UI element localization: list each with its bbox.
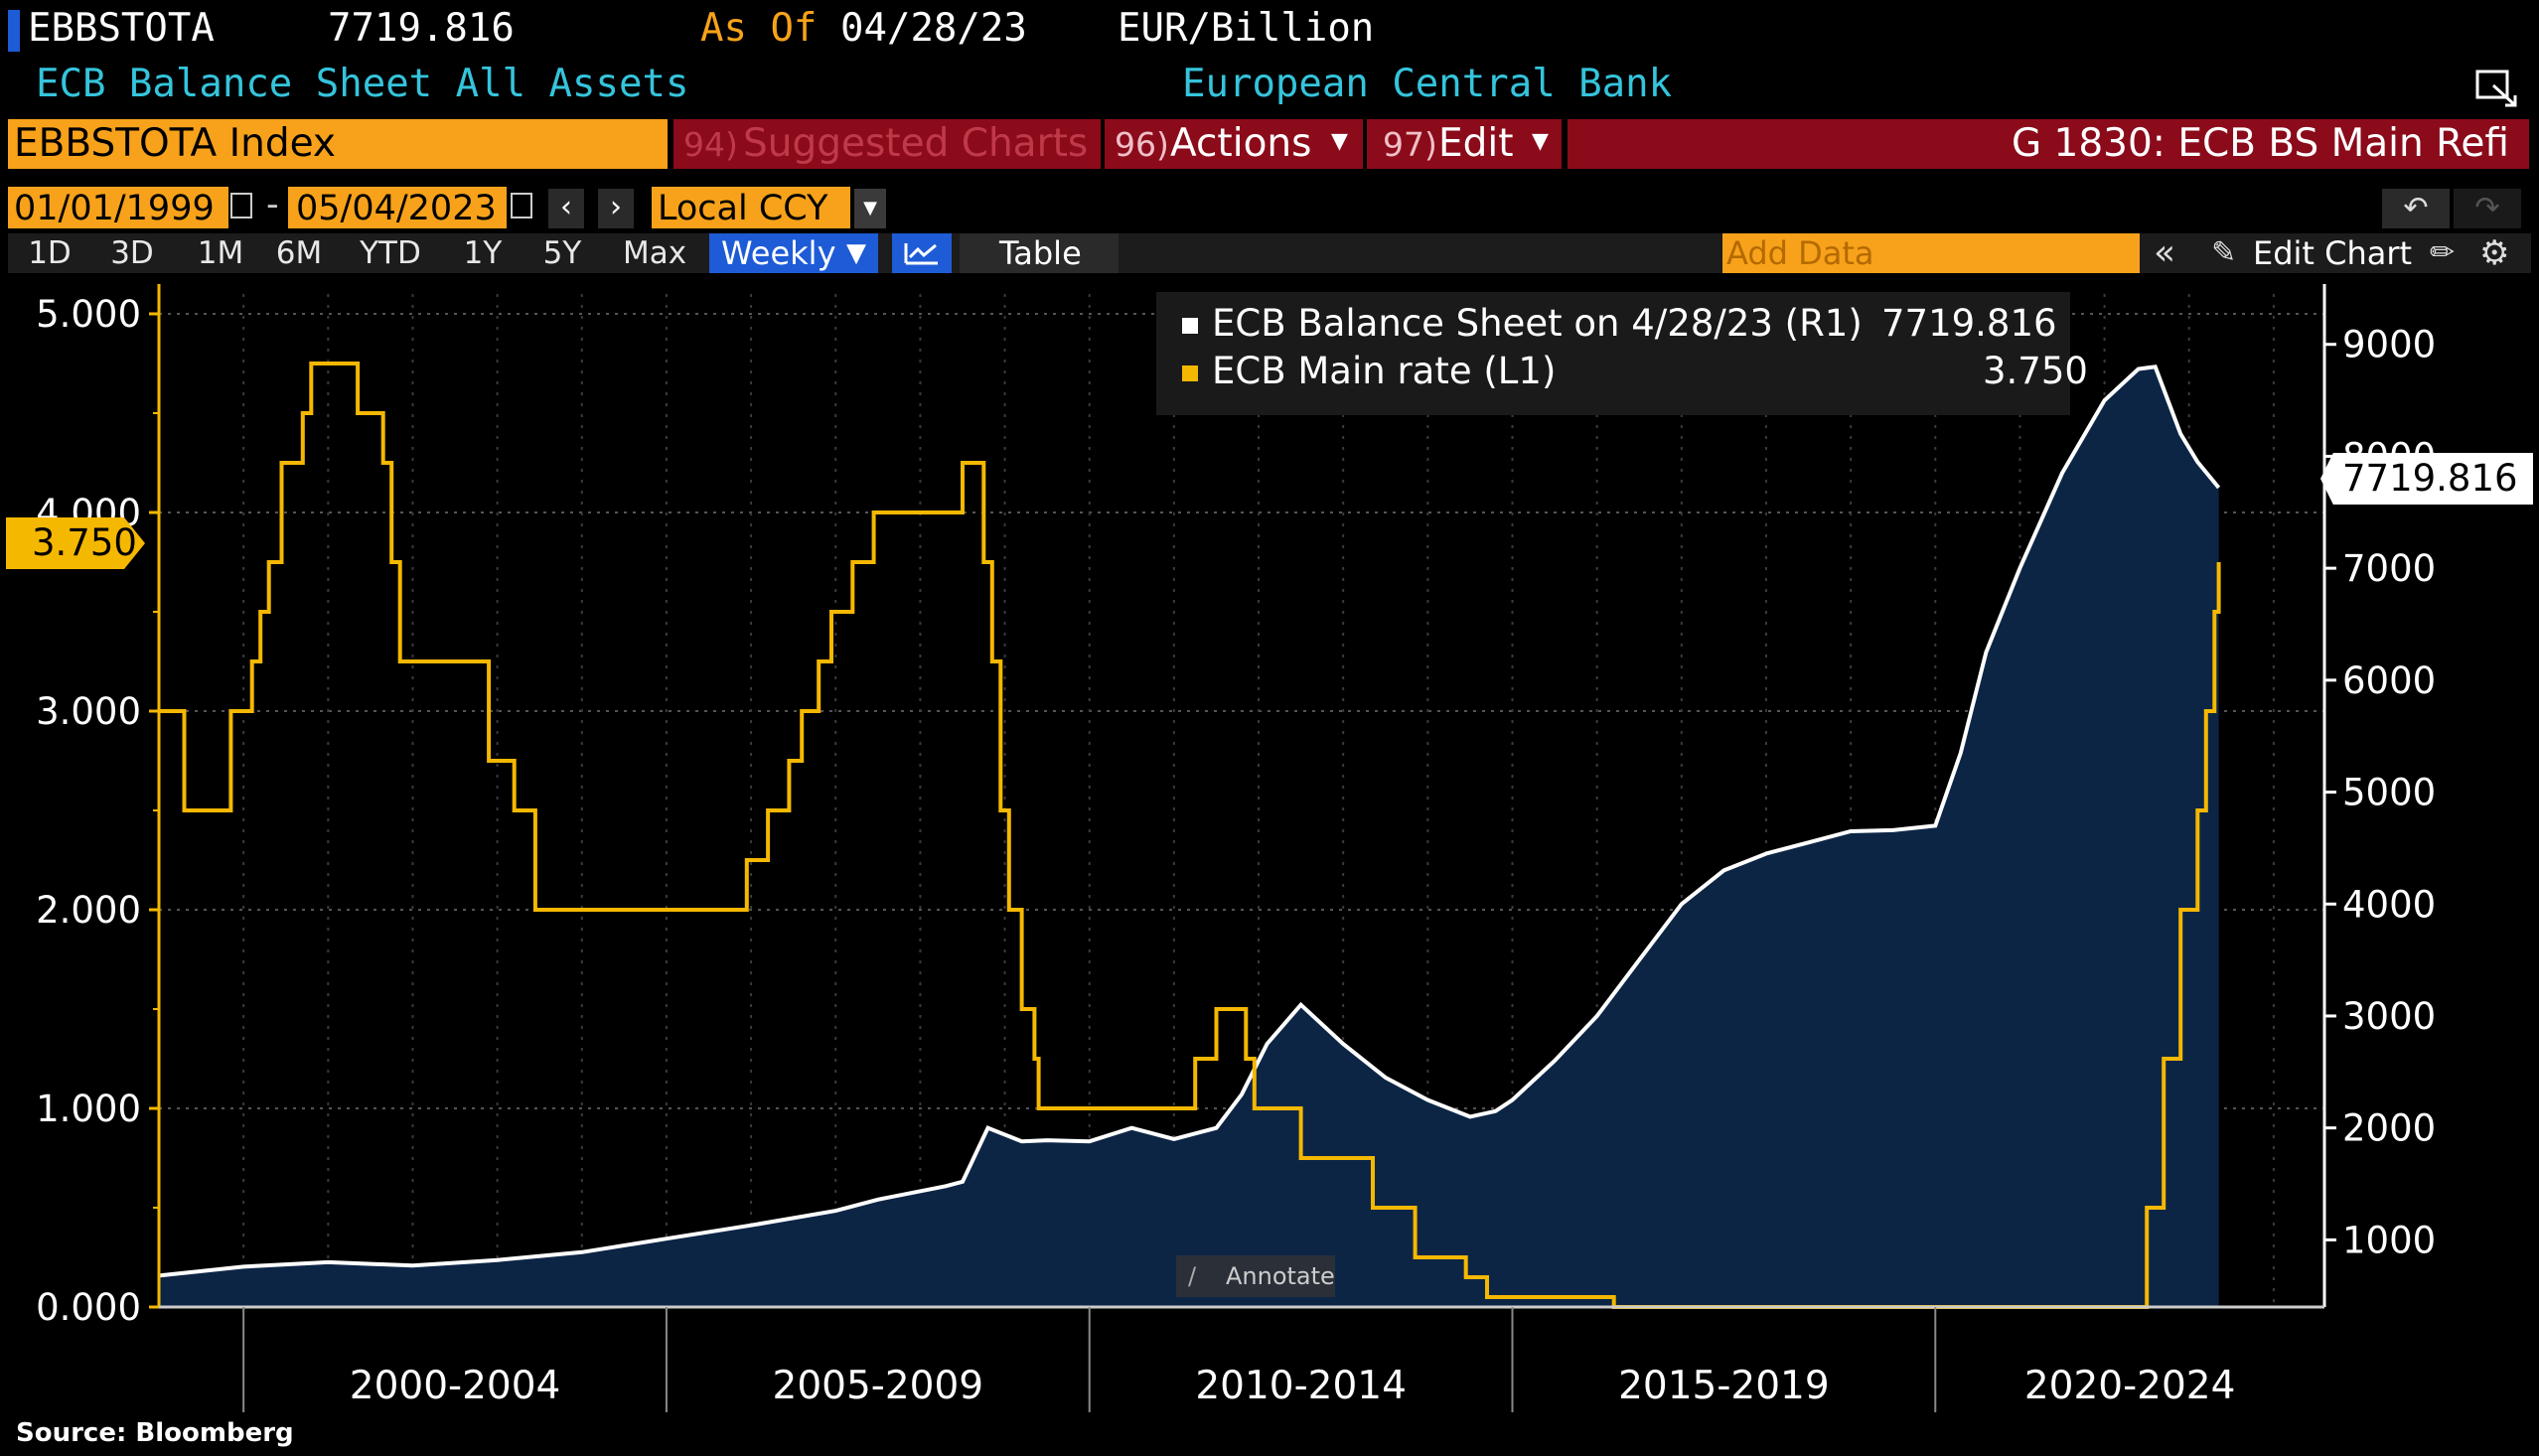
table-label: Table: [999, 234, 1082, 272]
source-note: Source: Bloomberg: [16, 1418, 294, 1448]
right-axis-tick-label: 4000: [2342, 883, 2436, 926]
left-axis-tick-label: 5.000: [36, 293, 141, 336]
settings-gear-icon[interactable]: ⚙: [2479, 233, 2510, 273]
right-axis-tick-label: 3000: [2342, 995, 2436, 1038]
x-period-label: 2005-2009: [773, 1364, 984, 1408]
annotate-label: Annotate: [1226, 1262, 1335, 1290]
as-of-label: As Of: [700, 6, 818, 51]
annotate-tool-icon[interactable]: ✏: [2430, 235, 2456, 270]
suggested-charts-num: 94): [683, 125, 738, 164]
prev-range-button[interactable]: ‹: [548, 189, 584, 228]
right-axis-tick-label: 6000: [2342, 659, 2436, 702]
add-data-input[interactable]: Add Data: [1722, 233, 2140, 273]
ticker-marker: [8, 10, 20, 52]
right-axis-tick-label: 7000: [2342, 547, 2436, 590]
popout-icon[interactable]: [2473, 66, 2521, 109]
right-axis-tick-label: 5000: [2342, 772, 2436, 814]
period-button-5y[interactable]: 5Y: [542, 235, 582, 271]
main-rate-line: [159, 362, 2221, 1309]
period-button-1m[interactable]: 1M: [197, 235, 244, 271]
balance-last-value-tag: 7719.816: [2320, 453, 2533, 505]
currency-select[interactable]: Local CCY: [652, 187, 850, 228]
actions-label: Actions: [1170, 121, 1312, 166]
x-period-label: 2000-2004: [350, 1364, 561, 1408]
start-calendar-icon[interactable]: [230, 193, 252, 218]
chart-title: G 1830: ECB BS Main Refi: [2011, 121, 2509, 166]
start-date-text: 01/01/1999: [14, 189, 215, 228]
x-period-label: 2020-2024: [2024, 1364, 2236, 1408]
balance-last-value-text: 7719.816: [2342, 457, 2518, 500]
rate-last-value-tag: 3.750: [6, 517, 145, 569]
actions-num: 96): [1115, 125, 1169, 164]
legend: ECB Balance Sheet on 4/28/23 (R1) 7719.8…: [1156, 292, 2088, 415]
rate-last-value-text: 3.750: [32, 521, 137, 564]
period-button-1d[interactable]: 1D: [28, 235, 72, 271]
security-field-text: EBBSTOTA Index: [14, 121, 336, 166]
table-button[interactable]: Table: [960, 233, 1119, 273]
edit-button[interactable]: 97) Edit ▼: [1367, 119, 1562, 169]
suggested-charts-label: Suggested Charts: [743, 121, 1089, 166]
legend-balance-label: ECB Balance Sheet on 4/28/23 (R1): [1212, 302, 1863, 345]
next-range-button[interactable]: ›: [598, 189, 634, 228]
source-name: European Central Bank: [1182, 62, 1673, 106]
legend-balance-value: 7719.816: [1881, 302, 2057, 345]
edit-caret-icon: ▼: [1532, 129, 1549, 154]
left-axis-tick-label: 0.000: [36, 1286, 141, 1329]
pencil-icon: ✎: [2211, 235, 2237, 270]
actions-button[interactable]: 96) Actions ▼: [1105, 119, 1363, 169]
balance-sheet-area: [159, 366, 2219, 1307]
add-data-placeholder: Add Data: [1726, 234, 1874, 272]
frequency-select[interactable]: Weekly ▼: [709, 233, 878, 273]
ticker-symbol: EBBSTOTA: [28, 6, 215, 51]
date-separator: -: [266, 185, 279, 224]
line-chart-toggle[interactable]: [892, 233, 952, 273]
legend-rate-value: 3.750: [1983, 350, 2088, 392]
period-button-6m[interactable]: 6M: [275, 235, 323, 271]
frequency-label: Weekly: [721, 234, 836, 272]
left-axis-tick-label: 3.000: [36, 690, 141, 733]
edit-label: Edit: [1438, 121, 1514, 166]
annotate-button[interactable]: ∕ Annotate: [1176, 1255, 1335, 1297]
suggested-charts-button[interactable]: 94) Suggested Charts: [673, 119, 1101, 169]
edit-chart-button[interactable]: Edit Chart: [2253, 234, 2413, 272]
right-axis-tick-label: 1000: [2342, 1219, 2436, 1261]
currency-dropdown-icon[interactable]: ▼: [854, 189, 886, 228]
last-value: 7719.816: [328, 6, 515, 51]
units-label: EUR/Billion: [1118, 6, 1375, 51]
period-button-3d[interactable]: 3D: [110, 235, 154, 271]
legend-rate-label: ECB Main rate (L1): [1212, 350, 1557, 392]
legend-balance-swatch: [1182, 318, 1198, 334]
end-date-input[interactable]: 05/04/2023: [288, 187, 507, 228]
annotate-pencil-icon: ∕: [1188, 1262, 1197, 1290]
as-of-date: 04/28/23: [840, 6, 1027, 51]
x-period-label: 2010-2014: [1195, 1364, 1407, 1408]
collapse-icon[interactable]: «: [2154, 232, 2176, 273]
left-axis-tick-label: 2.000: [36, 889, 141, 932]
legend-rate-swatch: [1182, 365, 1198, 381]
line-chart-icon: [904, 243, 938, 265]
start-date-input[interactable]: 01/01/1999: [8, 187, 228, 228]
period-button-1y[interactable]: 1Y: [463, 235, 503, 271]
chart-title-bar: G 1830: ECB BS Main Refi: [1568, 119, 2529, 169]
undo-button[interactable]: ↶: [2382, 189, 2450, 228]
currency-text: Local CCY: [658, 189, 828, 228]
left-axis-tick-label: 1.000: [36, 1088, 141, 1130]
frequency-caret-icon: ▼: [846, 238, 866, 268]
end-date-text: 05/04/2023: [296, 189, 497, 228]
right-axis-tick-label: 9000: [2342, 324, 2436, 366]
x-period-label: 2015-2019: [1618, 1364, 1830, 1408]
redo-button[interactable]: ↷: [2454, 189, 2521, 228]
period-button-ytd[interactable]: YTD: [360, 235, 421, 271]
actions-caret-icon: ▼: [1331, 129, 1348, 154]
security-field[interactable]: EBBSTOTA Index: [8, 119, 668, 169]
end-calendar-icon[interactable]: [511, 193, 532, 218]
period-button-max[interactable]: Max: [622, 235, 687, 271]
right-axis-tick-label: 2000: [2342, 1107, 2436, 1150]
series-description: ECB Balance Sheet All Assets: [36, 62, 689, 106]
edit-num: 97): [1383, 125, 1437, 164]
balance-sheet-line: [158, 364, 2221, 1278]
